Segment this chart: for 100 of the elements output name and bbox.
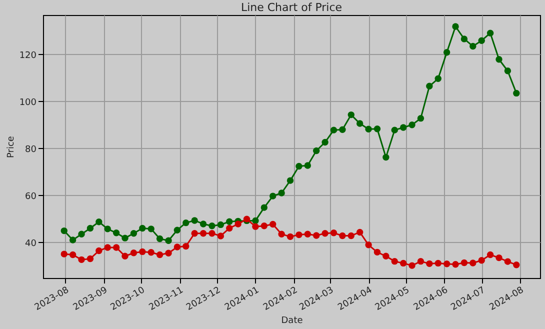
- point: [486, 30, 494, 36]
- y-tick-label: 120: [19, 50, 37, 61]
- y-tick-label: 60: [25, 192, 37, 202]
- point: [78, 230, 85, 238]
- point: [226, 218, 233, 225]
- point: [348, 111, 354, 118]
- point: [200, 230, 207, 237]
- point: [365, 126, 372, 132]
- point: [460, 259, 468, 266]
- point: [478, 37, 485, 44]
- point: [356, 120, 364, 127]
- point: [226, 224, 233, 232]
- point: [252, 223, 259, 230]
- point: [165, 237, 172, 244]
- point: [322, 138, 328, 146]
- y-axis-title: Price: [6, 136, 16, 158]
- point: [182, 242, 190, 250]
- point: [496, 254, 502, 262]
- point: [112, 230, 120, 236]
- point: [391, 258, 398, 265]
- point: [122, 252, 128, 260]
- point: [104, 226, 111, 232]
- point: [270, 192, 276, 200]
- point: [60, 227, 68, 234]
- point: [426, 82, 433, 90]
- point: [382, 252, 390, 260]
- point: [312, 232, 320, 239]
- point: [148, 226, 154, 232]
- point: [304, 162, 312, 169]
- point: [130, 230, 138, 237]
- chart-title: Line Chart of Price: [240, 1, 342, 14]
- point: [174, 244, 181, 250]
- point: [200, 220, 207, 228]
- point: [130, 250, 138, 256]
- point: [470, 260, 476, 266]
- point: [208, 230, 216, 237]
- point: [139, 224, 146, 232]
- point: [191, 217, 198, 224]
- point: [286, 177, 294, 184]
- point: [452, 261, 459, 268]
- point: [69, 251, 76, 258]
- point: [270, 220, 276, 228]
- point: [330, 126, 338, 134]
- y-tick-label: 40: [25, 238, 37, 249]
- point: [96, 247, 102, 254]
- y-tick-label: 80: [25, 144, 37, 155]
- point: [330, 230, 338, 236]
- point: [104, 244, 111, 251]
- point: [86, 224, 94, 232]
- point: [374, 248, 381, 256]
- point: [382, 154, 390, 161]
- point: [408, 262, 416, 269]
- point: [478, 257, 485, 264]
- point: [252, 217, 259, 224]
- point: [496, 56, 502, 63]
- point: [504, 258, 512, 265]
- point: [191, 230, 198, 237]
- point: [443, 260, 450, 268]
- point: [434, 260, 442, 267]
- point: [417, 258, 424, 265]
- point: [504, 68, 512, 74]
- point: [452, 23, 459, 30]
- y-tick-label: 100: [19, 98, 37, 108]
- point: [322, 230, 328, 237]
- point: [391, 126, 398, 134]
- point: [122, 234, 128, 242]
- point: [156, 251, 164, 258]
- point: [139, 248, 146, 256]
- point: [148, 249, 154, 256]
- point: [96, 218, 102, 226]
- point: [312, 147, 320, 154]
- point: [78, 256, 85, 264]
- point: [112, 244, 120, 251]
- point: [460, 36, 468, 42]
- point: [182, 219, 190, 226]
- point: [217, 221, 224, 228]
- point: [156, 235, 164, 242]
- point: [339, 126, 346, 133]
- point: [296, 231, 302, 238]
- point: [208, 222, 216, 230]
- point: [486, 251, 494, 258]
- point: [165, 250, 172, 256]
- point: [296, 162, 302, 170]
- point: [60, 250, 68, 258]
- point: [400, 260, 407, 267]
- point: [513, 90, 520, 97]
- point: [304, 230, 312, 238]
- point: [339, 232, 346, 240]
- point: [374, 126, 381, 132]
- point: [513, 262, 520, 268]
- point: [417, 114, 424, 122]
- point: [86, 255, 94, 262]
- point: [356, 228, 364, 236]
- point: [69, 236, 76, 244]
- point: [400, 124, 407, 131]
- point: [348, 232, 354, 240]
- point: [286, 233, 294, 240]
- point: [408, 122, 416, 128]
- point: [278, 230, 285, 238]
- point: [260, 222, 268, 230]
